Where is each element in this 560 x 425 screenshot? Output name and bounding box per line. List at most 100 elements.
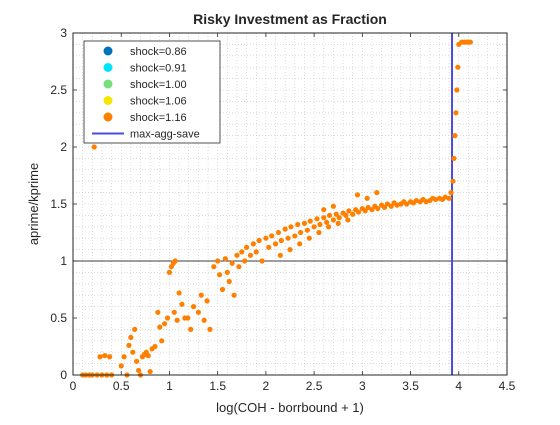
data-point <box>188 326 194 332</box>
data-point <box>201 317 207 323</box>
data-point <box>266 244 272 250</box>
data-point <box>195 309 201 315</box>
x-tick-label: 1.5 <box>209 379 226 393</box>
y-tick-label: 0 <box>60 368 67 382</box>
data-point <box>316 229 322 236</box>
data-point <box>198 292 204 298</box>
data-point <box>135 367 142 374</box>
data-point <box>121 354 127 360</box>
data-point <box>157 324 163 330</box>
data-point <box>451 155 457 161</box>
legend-dot-swatch <box>103 112 113 122</box>
data-point <box>207 326 213 332</box>
data-point <box>215 258 221 264</box>
data-point <box>172 258 178 264</box>
x-tick-label: 0.5 <box>113 379 130 393</box>
data-point <box>155 309 161 315</box>
data-point <box>231 292 237 298</box>
data-point <box>467 39 473 45</box>
data-point <box>448 190 454 196</box>
chart-title: Risky Investment as Fraction <box>193 11 387 27</box>
x-tick-label: 2 <box>263 379 270 393</box>
data-point <box>259 258 265 264</box>
data-point <box>244 244 250 250</box>
data-point <box>326 212 333 218</box>
data-point <box>164 315 171 321</box>
y-tick-label: 2.5 <box>50 83 67 97</box>
data-point <box>304 227 310 233</box>
data-point <box>128 334 134 340</box>
data-point <box>242 258 248 264</box>
legend-label: shock=1.16 <box>130 112 187 124</box>
data-points <box>80 39 473 378</box>
data-point <box>171 309 177 315</box>
data-point <box>325 224 332 230</box>
data-point <box>222 256 228 262</box>
data-point <box>278 237 284 244</box>
data-point <box>179 301 185 307</box>
data-point <box>287 247 293 253</box>
data-point <box>224 269 230 275</box>
data-point <box>219 286 226 293</box>
data-point <box>454 87 460 93</box>
legend-dot-swatch <box>103 79 113 89</box>
data-point <box>343 212 349 218</box>
data-point <box>211 264 217 270</box>
data-point <box>292 233 298 239</box>
x-tick-label: 1 <box>166 379 173 393</box>
data-point <box>282 226 288 232</box>
data-point <box>134 358 140 364</box>
data-point <box>145 353 151 359</box>
data-point <box>330 203 336 209</box>
data-point <box>350 211 356 217</box>
data-point <box>159 338 165 344</box>
data-point <box>298 229 304 236</box>
data-point <box>384 201 391 207</box>
data-point <box>288 224 294 230</box>
data-point <box>388 203 394 209</box>
data-point <box>250 241 256 247</box>
data-point <box>453 110 459 116</box>
data-point <box>229 260 235 266</box>
data-point <box>295 221 301 228</box>
data-point <box>330 217 336 223</box>
data-point <box>306 235 312 241</box>
data-point <box>404 201 410 207</box>
legend-box <box>83 40 221 144</box>
y-tick-label: 0.5 <box>50 311 67 325</box>
x-tick-label: 4.5 <box>499 379 516 393</box>
x-axis-label: log(COH - borrbound + 1) <box>216 400 364 415</box>
x-tick-label: 2.5 <box>306 379 323 393</box>
data-point <box>107 354 113 360</box>
data-point <box>263 235 269 241</box>
data-point <box>234 252 240 258</box>
data-point <box>216 272 223 278</box>
data-point <box>321 207 327 213</box>
data-point <box>301 220 308 226</box>
legend-label: shock=1.00 <box>130 79 187 91</box>
legend-label: shock=0.91 <box>130 63 187 75</box>
data-point <box>102 353 108 359</box>
data-point <box>253 249 259 255</box>
y-axis-label: aprime/kprime <box>26 163 41 245</box>
y-ticks: 0 0.5 1 1.5 2 2.5 3 <box>50 26 507 382</box>
data-point <box>204 298 210 304</box>
legend-dot-swatch <box>103 96 113 105</box>
data-point <box>190 304 197 310</box>
x-tick-label: 4 <box>455 379 462 393</box>
data-point <box>321 215 327 221</box>
x-tick-label: 3 <box>359 379 366 393</box>
data-point <box>185 315 191 321</box>
data-point <box>375 205 381 212</box>
data-point <box>162 321 168 327</box>
legend-label: shock=1.06 <box>130 96 187 108</box>
x-tick-label: 0 <box>70 379 77 393</box>
data-point <box>369 207 375 213</box>
legend-dot-swatch <box>103 46 113 56</box>
data-point <box>256 237 262 244</box>
y-tick-label: 2 <box>60 140 67 154</box>
data-point <box>247 252 254 258</box>
data-point <box>450 178 456 184</box>
data-point <box>346 208 352 214</box>
